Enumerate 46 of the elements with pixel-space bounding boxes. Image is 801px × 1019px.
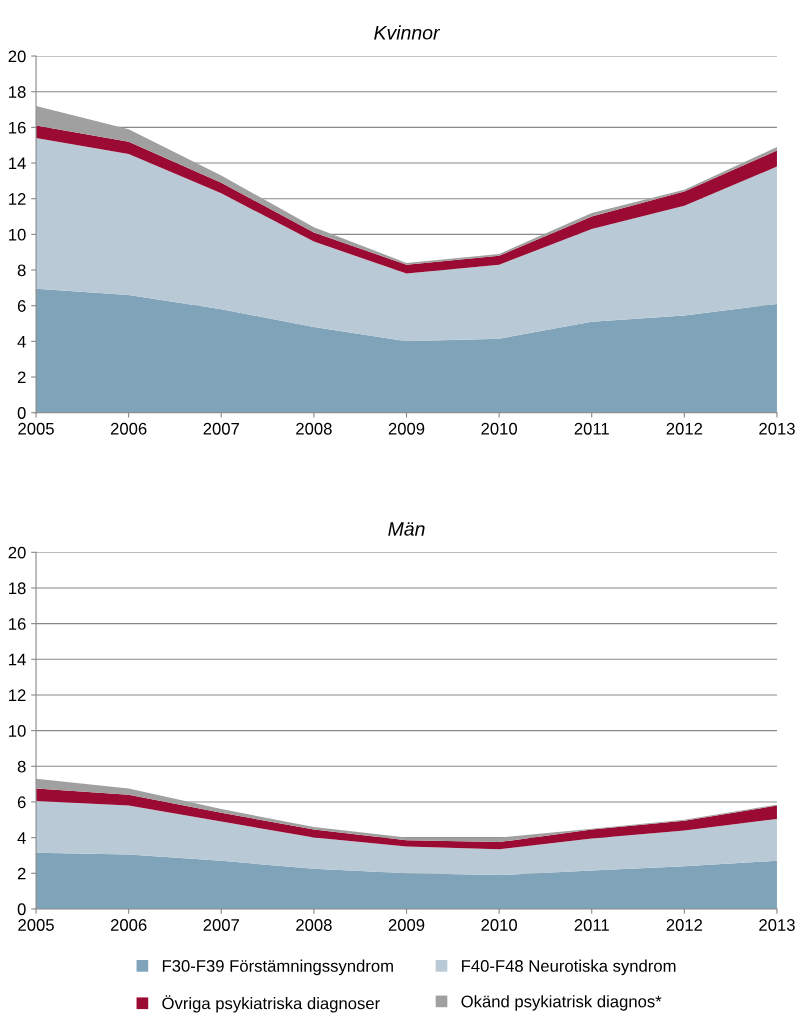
x-tick-label: 2006 [110, 422, 147, 435]
y-tick-label: 0 [17, 903, 26, 916]
y-tick-label: 14 [9, 157, 26, 170]
y-tick-label: 4 [17, 335, 26, 348]
x-tick-label: 2012 [666, 422, 703, 435]
y-tick-label: 20 [8, 546, 26, 559]
y-tick-label: 10 [9, 228, 26, 241]
legend-label: F30-F39 Förstämningssyndrom [162, 959, 393, 976]
y-tick-label: 0 [17, 407, 26, 419]
y-tick-label: 6 [17, 300, 26, 312]
legend-label: F40-F48 Neurotiska syndrom [462, 959, 676, 976]
y-tick-label: 18 [9, 86, 26, 98]
x-tick-label: 2011 [574, 919, 609, 931]
x-tick-label: 2011 [574, 422, 609, 435]
chart-title: Män [388, 522, 425, 536]
y-tick-label: 8 [17, 264, 26, 277]
x-tick-label: 2009 [388, 422, 425, 435]
y-tick-label: 12 [9, 689, 26, 701]
x-tick-label: 2005 [18, 919, 54, 931]
x-tick-label: 2009 [388, 919, 425, 931]
y-tick-label: 18 [9, 582, 26, 595]
y-tick-label: 10 [9, 725, 26, 737]
x-tick-label: 2006 [110, 919, 147, 931]
y-tick-label: 12 [9, 193, 26, 205]
y-tick-label: 14 [9, 653, 26, 666]
x-tick-label: 2008 [296, 919, 332, 931]
y-tick-label: 2 [17, 371, 26, 384]
x-tick-label: 2010 [481, 422, 518, 435]
x-tick-label: 2013 [759, 422, 795, 435]
x-tick-label: 2013 [759, 919, 795, 931]
x-tick-label: 2007 [203, 919, 239, 931]
x-tick-label: 2012 [666, 919, 703, 931]
x-tick-label: 2007 [203, 422, 239, 435]
legend-label: Övriga psykiatriska diagnoser [162, 995, 380, 1013]
y-tick-label: 20 [8, 50, 26, 63]
y-tick-label: 4 [17, 832, 26, 844]
y-tick-label: 16 [9, 618, 26, 630]
x-tick-label: 2005 [18, 422, 54, 435]
y-tick-label: 6 [17, 796, 26, 809]
x-tick-label: 2008 [296, 422, 332, 435]
legend-label: Okänd psykiatrisk diagnos* [461, 995, 662, 1011]
y-tick-label: 2 [17, 867, 26, 880]
y-tick-label: 16 [9, 121, 26, 134]
chart-title: Kvinnor [374, 25, 441, 40]
x-tick-label: 2010 [481, 919, 518, 931]
y-tick-label: 8 [17, 760, 26, 773]
